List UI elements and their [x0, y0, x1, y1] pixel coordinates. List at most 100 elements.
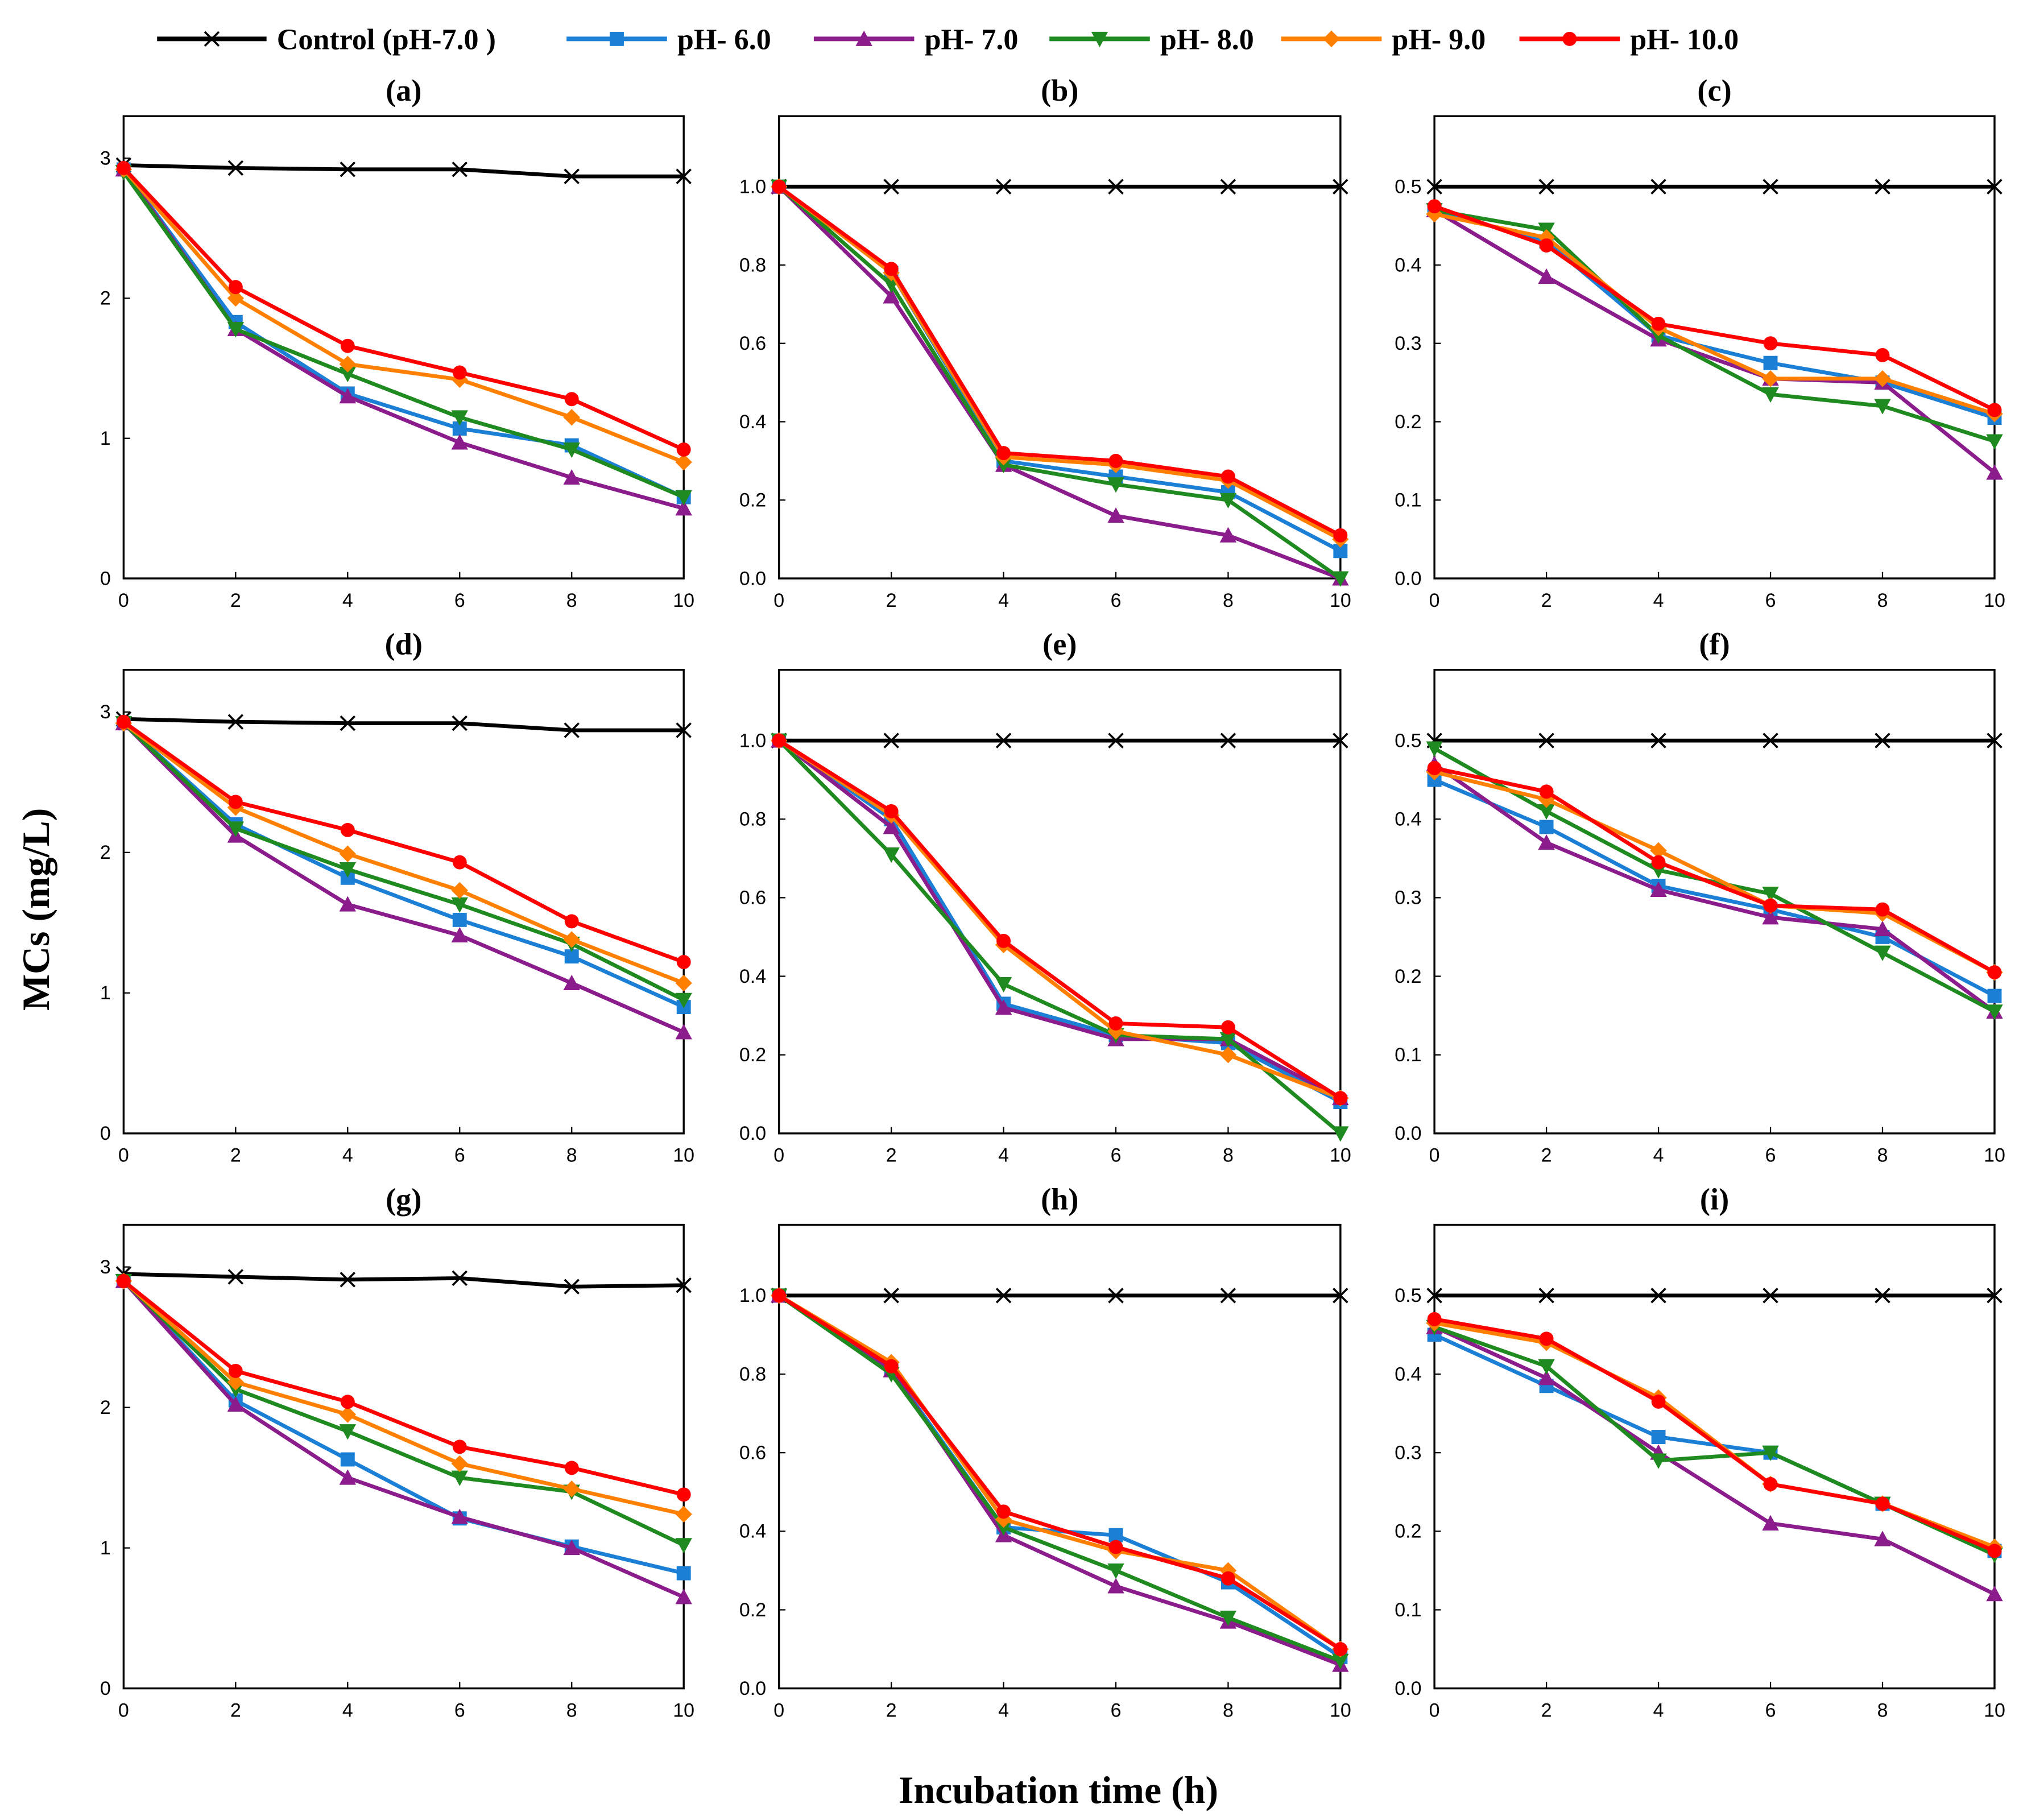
- legend: Control (pH-7.0 ) pH- 6.0 pH- 7.0 pH- 8.0 pH…: [157, 23, 1739, 56]
- data-point: [1107, 477, 1124, 493]
- data-point: [227, 160, 244, 176]
- x-tick-label: 0: [773, 590, 784, 611]
- series-line: [778, 1293, 1342, 1651]
- data-point: [995, 977, 1012, 993]
- data-point: [675, 500, 692, 516]
- x-tick-label: 4: [342, 590, 353, 611]
- series-line: [1433, 762, 1996, 1014]
- legend-label: pH- 9.0: [1392, 23, 1486, 56]
- series-control-ph-7-0: [771, 179, 1348, 195]
- data-point: [1763, 336, 1778, 351]
- y-tick-label: 1: [100, 1537, 111, 1559]
- series-control-ph-7-0: [1426, 179, 2003, 195]
- series-ph-10-0: [116, 714, 691, 969]
- data-point: [339, 355, 357, 373]
- y-tick-label: 0.4: [739, 966, 766, 987]
- series-ph-8-0: [115, 165, 692, 506]
- series-line: [1434, 766, 1996, 974]
- plot-frame: [122, 115, 685, 580]
- y-tick-label: 0.0: [739, 568, 766, 589]
- y-tick-label: 0.4: [1395, 1363, 1421, 1385]
- data-point: [1874, 399, 1891, 415]
- data-point: [772, 1288, 787, 1303]
- series-line: [1434, 208, 1996, 420]
- x-tick-label: 2: [230, 1145, 241, 1167]
- plot-frame: [122, 669, 685, 1135]
- data-point: [884, 1359, 899, 1374]
- data-point: [1874, 370, 1891, 387]
- plot-frame: [1433, 669, 1996, 1135]
- series-ph-6-0: [772, 179, 1348, 559]
- x-tick-label: 0: [118, 590, 129, 611]
- legend-label: pH- 7.0: [925, 23, 1019, 56]
- data-point: [1107, 1578, 1124, 1594]
- data-point: [1762, 387, 1779, 403]
- y-tick-label: 0: [100, 1123, 111, 1144]
- data-point: [228, 795, 243, 809]
- series-ph-7-0: [1426, 201, 2003, 480]
- data-point: [451, 410, 468, 426]
- series-ph-6-0: [116, 162, 691, 504]
- series-line: [777, 1294, 1342, 1667]
- data-point: [564, 722, 580, 738]
- data-point: [1763, 355, 1778, 370]
- data-point: [995, 457, 1012, 473]
- panel-d: (d) 0 1 2 3 0 2 4 6 8 10: [100, 627, 694, 1167]
- panel-a: (a) 0 1 2 3 0 2 4 6 8 10: [100, 73, 694, 611]
- series-control-ph-7-0: [1426, 733, 2003, 748]
- panel-g: (g) 0 1 2 3 0 2 4 6 8 10: [100, 1182, 694, 1721]
- panel-title: (d): [385, 627, 423, 661]
- legend-label: pH- 8.0: [1160, 23, 1254, 56]
- data-point: [996, 1504, 1011, 1519]
- data-point: [1333, 528, 1348, 543]
- data-point: [563, 409, 580, 426]
- series-control-ph-7-0: [115, 1266, 692, 1294]
- data-point: [339, 1469, 357, 1485]
- x-tick-label: 6: [1111, 1145, 1122, 1167]
- panel-title: (g): [386, 1182, 421, 1216]
- y-tick-label: 2: [100, 288, 111, 309]
- x-tick-label: 4: [1653, 1699, 1664, 1721]
- series-line: [777, 185, 1342, 537]
- data-point: [339, 862, 357, 878]
- data-point: [227, 821, 245, 837]
- x-tick-label: 6: [1111, 590, 1122, 611]
- series-line: [122, 721, 685, 985]
- series-line: [777, 739, 1342, 1100]
- data-point: [451, 882, 468, 899]
- y-tick-label: 0.2: [1395, 966, 1421, 987]
- data-point: [1333, 1642, 1348, 1656]
- data-point: [1987, 733, 2003, 748]
- data-point: [1650, 1453, 1667, 1469]
- series-ph-9-0: [115, 1272, 692, 1523]
- data-point: [1762, 1445, 1779, 1461]
- series-line: [122, 722, 685, 1035]
- data-point: [1108, 733, 1124, 748]
- triangle-up-icon: [855, 30, 872, 46]
- y-tick-label: 0.5: [1395, 1285, 1421, 1306]
- data-point: [1108, 1288, 1124, 1304]
- series-line: [777, 739, 1342, 1100]
- series-control-ph-7-0: [115, 157, 692, 184]
- triangle-down-icon: [1091, 31, 1108, 48]
- series-control-ph-7-0: [1426, 1288, 2003, 1304]
- series-ph-9-0: [1426, 205, 2003, 423]
- data-point: [339, 845, 357, 863]
- series-line: [122, 722, 685, 1009]
- x-tick-label: 0: [1429, 1699, 1440, 1721]
- data-point: [1426, 1288, 1442, 1304]
- data-point: [675, 992, 692, 1008]
- data-point: [1987, 179, 2003, 195]
- data-point: [1539, 1331, 1554, 1346]
- data-point: [564, 1279, 580, 1294]
- x-tick-label: 2: [1541, 1699, 1552, 1721]
- data-point: [1763, 898, 1778, 913]
- data-point: [1875, 348, 1890, 362]
- panel-title: (h): [1041, 1182, 1078, 1216]
- data-point: [1108, 1016, 1123, 1031]
- data-point: [227, 1269, 244, 1285]
- data-point: [452, 1270, 467, 1287]
- data-point: [564, 1461, 579, 1475]
- data-point: [1538, 268, 1555, 284]
- y-tick-label: 1: [100, 428, 111, 449]
